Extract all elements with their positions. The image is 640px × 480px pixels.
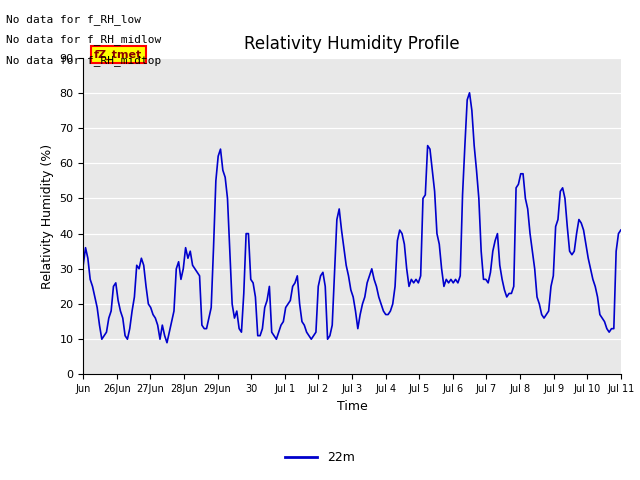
Y-axis label: Relativity Humidity (%): Relativity Humidity (%): [41, 144, 54, 288]
Legend: 22m: 22m: [280, 446, 360, 469]
Text: No data for f_RH_midlow: No data for f_RH_midlow: [6, 35, 162, 46]
Text: No data for f_RH_midtop: No data for f_RH_midtop: [6, 55, 162, 66]
Text: No data for f_RH_low: No data for f_RH_low: [6, 14, 141, 25]
Text: fZ_tmet: fZ_tmet: [94, 49, 142, 60]
Title: Relativity Humidity Profile: Relativity Humidity Profile: [244, 35, 460, 53]
X-axis label: Time: Time: [337, 400, 367, 413]
